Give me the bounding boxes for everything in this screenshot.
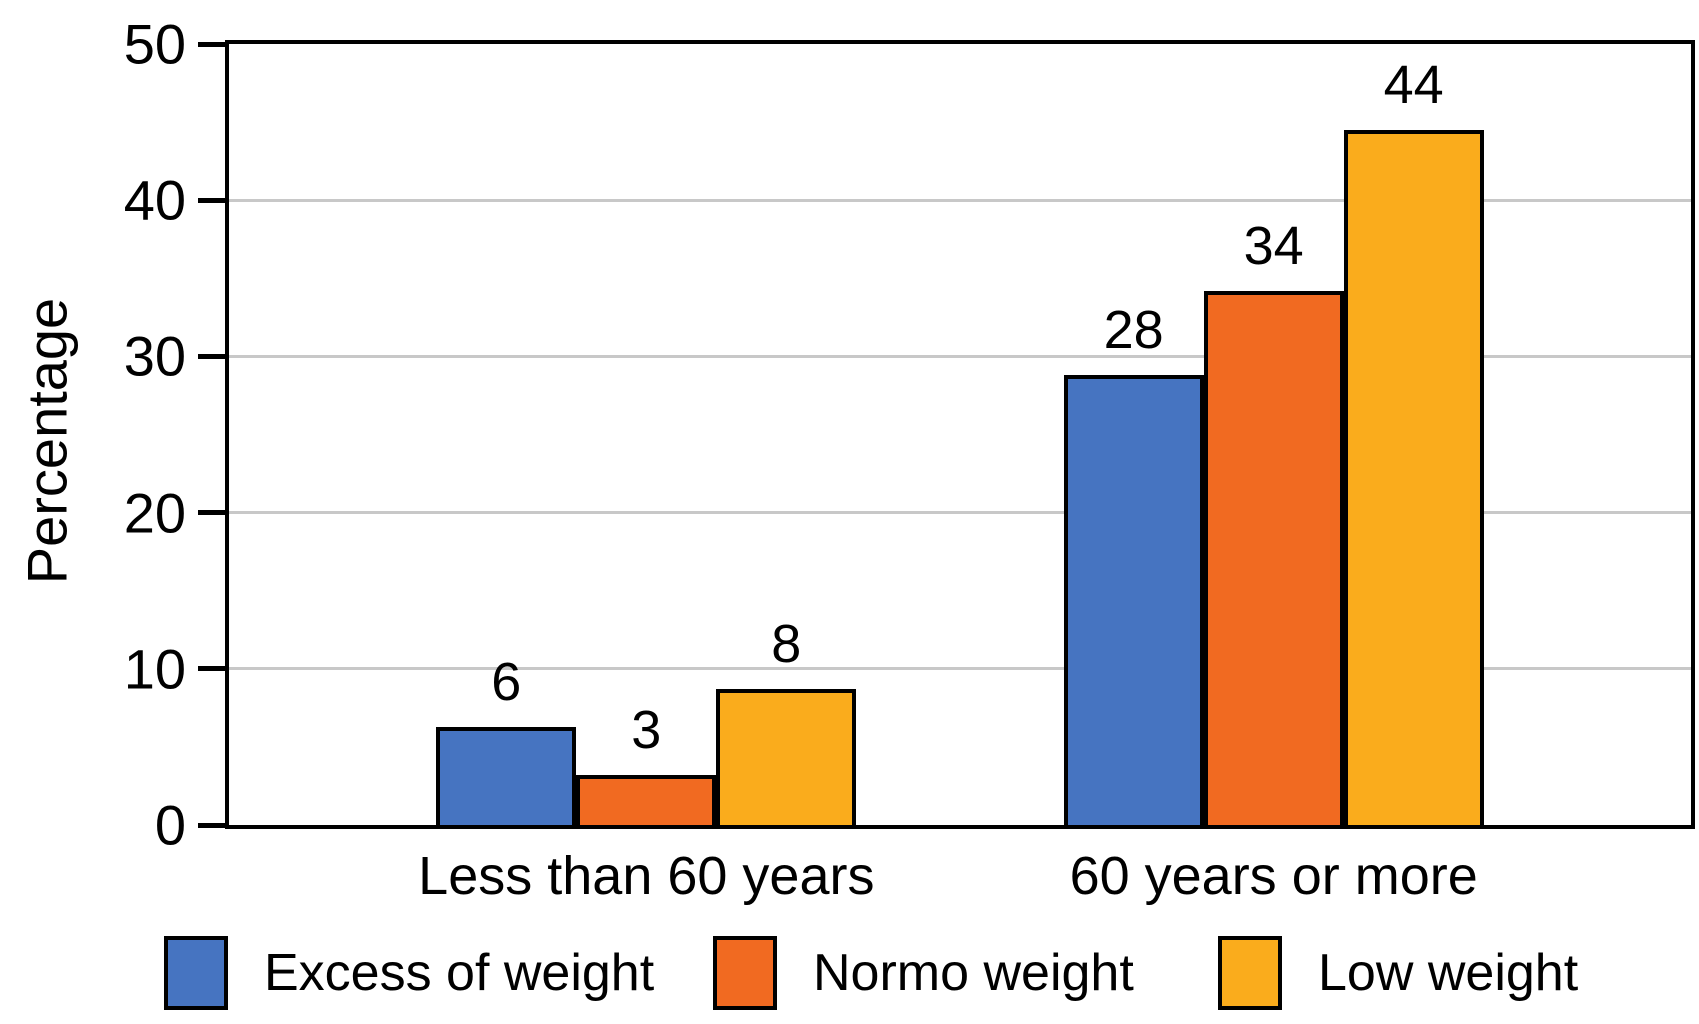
bar-less-than-60-years-2 bbox=[716, 689, 857, 825]
legend-item-normo-weight: Normo weight bbox=[713, 936, 1134, 1010]
bar-value-label: 44 bbox=[1383, 54, 1444, 115]
bar-less-than-60-years-0 bbox=[436, 726, 577, 825]
gridline-40 bbox=[229, 198, 1691, 202]
legend-swatch-1 bbox=[713, 936, 777, 1010]
y-tick-label-40: 40 bbox=[123, 168, 186, 232]
gridline-30 bbox=[229, 354, 1691, 358]
gridline-10 bbox=[229, 667, 1691, 671]
legend-item-low-weight: Low weight bbox=[1218, 936, 1578, 1010]
gridline-20 bbox=[229, 511, 1691, 515]
x-category-label-0: Less than 60 years bbox=[418, 846, 875, 906]
y-tick-50 bbox=[198, 41, 225, 47]
bar-60-years-or-more-1 bbox=[1203, 290, 1344, 825]
legend-swatch-0 bbox=[164, 936, 228, 1010]
y-tick-label-30: 30 bbox=[123, 324, 186, 388]
legend-label: Low weight bbox=[1318, 944, 1579, 1002]
y-tick-label-50: 50 bbox=[123, 12, 186, 76]
bar-60-years-or-more-2 bbox=[1343, 129, 1484, 825]
y-tick-20 bbox=[198, 510, 225, 516]
plot-inner: 6 3 8 28 34 44 bbox=[229, 44, 1691, 825]
plot-area: 6 3 8 28 34 44 bbox=[225, 40, 1695, 829]
legend-label: Normo weight bbox=[813, 944, 1134, 1002]
x-category-label-1: 60 years or more bbox=[1069, 846, 1478, 906]
bar-value-label: 3 bbox=[631, 700, 662, 761]
bar-value-label: 8 bbox=[771, 614, 802, 675]
legend-item-excess-of-weight: Excess of weight bbox=[164, 936, 654, 1010]
legend-swatch-2 bbox=[1218, 936, 1282, 1010]
bar-value-label: 28 bbox=[1103, 300, 1164, 361]
legend: Excess of weight Normo weight Low weight bbox=[0, 930, 1699, 1020]
legend-label: Excess of weight bbox=[264, 944, 655, 1002]
y-tick-label-0: 0 bbox=[154, 793, 186, 857]
bar-value-label: 6 bbox=[491, 651, 522, 712]
bar-less-than-60-years-1 bbox=[576, 775, 717, 825]
y-tick-0 bbox=[198, 822, 225, 828]
y-tick-label-20: 20 bbox=[123, 481, 186, 545]
y-tick-label-10: 10 bbox=[123, 637, 186, 701]
y-tick-30 bbox=[198, 353, 225, 359]
bar-value-label: 34 bbox=[1243, 215, 1304, 276]
bar-60-years-or-more-0 bbox=[1063, 375, 1204, 825]
y-tick-10 bbox=[198, 666, 225, 672]
y-tick-40 bbox=[198, 197, 225, 203]
